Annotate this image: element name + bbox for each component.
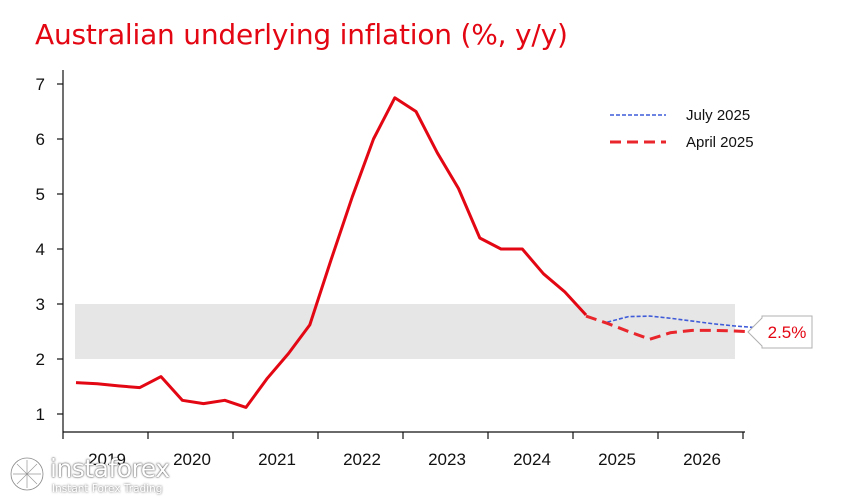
x-tick-label-2023: 2023 xyxy=(428,450,466,469)
callout-box xyxy=(747,315,813,349)
y-tick-label-6: 6 xyxy=(36,130,45,149)
series-line-july-2025 xyxy=(607,315,778,331)
axes-layer: 1 2 3 4 5 6 7 2019 2020 2021 2022 2023 2024 2025 2026 xyxy=(36,70,745,469)
target-band xyxy=(75,304,735,359)
series-line-actual xyxy=(75,96,588,409)
legend-label-july-2025: July 2025 xyxy=(686,107,750,124)
y-tick-label-7: 7 xyxy=(36,75,45,94)
annotation-layer: 2.5% xyxy=(747,315,813,349)
target-band-layer xyxy=(75,304,735,359)
callout-label: 2.5% xyxy=(768,323,807,342)
x-tick-label-2021: 2021 xyxy=(258,450,296,469)
y-tick-label-2: 2 xyxy=(36,350,45,369)
x-tick-label-2025: 2025 xyxy=(598,450,636,469)
instaforex-logo-icon xyxy=(9,456,45,492)
legend-label-april-2025: April 2025 xyxy=(686,134,754,151)
y-tick-label-4: 4 xyxy=(36,240,45,259)
y-tick-label-1: 1 xyxy=(36,405,45,424)
instaforex-logo: instaforex Instant Forex Trading xyxy=(6,455,196,495)
chart-title: Australian underlying inflation (%, y/y) xyxy=(35,18,568,51)
logo-tagline: Instant Forex Trading xyxy=(52,483,163,495)
x-tick-label-2026: 2026 xyxy=(683,450,721,469)
x-tick-label-2024: 2024 xyxy=(513,450,551,469)
y-tick-label-5: 5 xyxy=(36,185,45,204)
legend: July 2025 April 2025 xyxy=(610,107,754,151)
series-layer xyxy=(75,96,778,409)
x-tick-label-2020: 2020 xyxy=(173,450,211,469)
x-tick-label-2019: 2019 xyxy=(88,450,126,469)
logo-name: instaforex xyxy=(50,454,170,483)
x-tick-label-2022: 2022 xyxy=(343,450,381,469)
y-tick-label-3: 3 xyxy=(36,295,45,314)
